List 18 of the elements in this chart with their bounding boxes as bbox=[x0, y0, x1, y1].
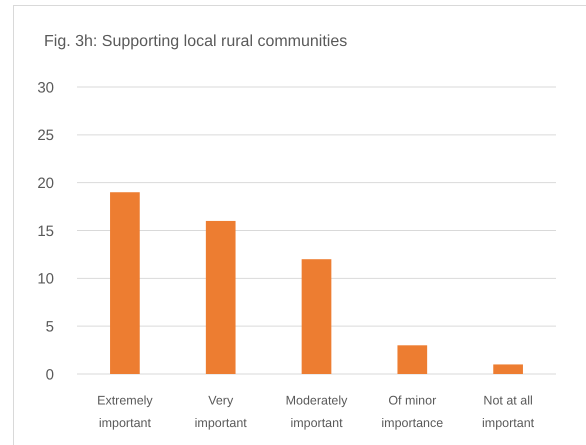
y-tick-label: 30 bbox=[37, 79, 54, 96]
y-tick-label: 15 bbox=[37, 222, 54, 240]
chart-title: Fig. 3h: Supporting local rural communities bbox=[44, 33, 348, 50]
y-tick-label: 20 bbox=[37, 174, 54, 192]
y-tick-label: 5 bbox=[46, 318, 54, 336]
x-tick-label: Extremely important bbox=[97, 393, 154, 430]
x-tick-label: Of minor importance bbox=[381, 393, 444, 430]
bar bbox=[206, 220, 236, 374]
y-tick-label: 10 bbox=[37, 270, 54, 288]
bar bbox=[302, 259, 332, 374]
x-tick-label: Not at all important bbox=[482, 393, 535, 430]
bar bbox=[397, 345, 428, 374]
bar bbox=[110, 192, 140, 374]
bar bbox=[493, 364, 523, 374]
y-tick-label: 25 bbox=[37, 127, 54, 144]
y-tick-label: 0 bbox=[46, 366, 54, 384]
x-tick-label: Moderately important bbox=[286, 393, 348, 430]
x-tick-label: Very important bbox=[194, 393, 248, 430]
